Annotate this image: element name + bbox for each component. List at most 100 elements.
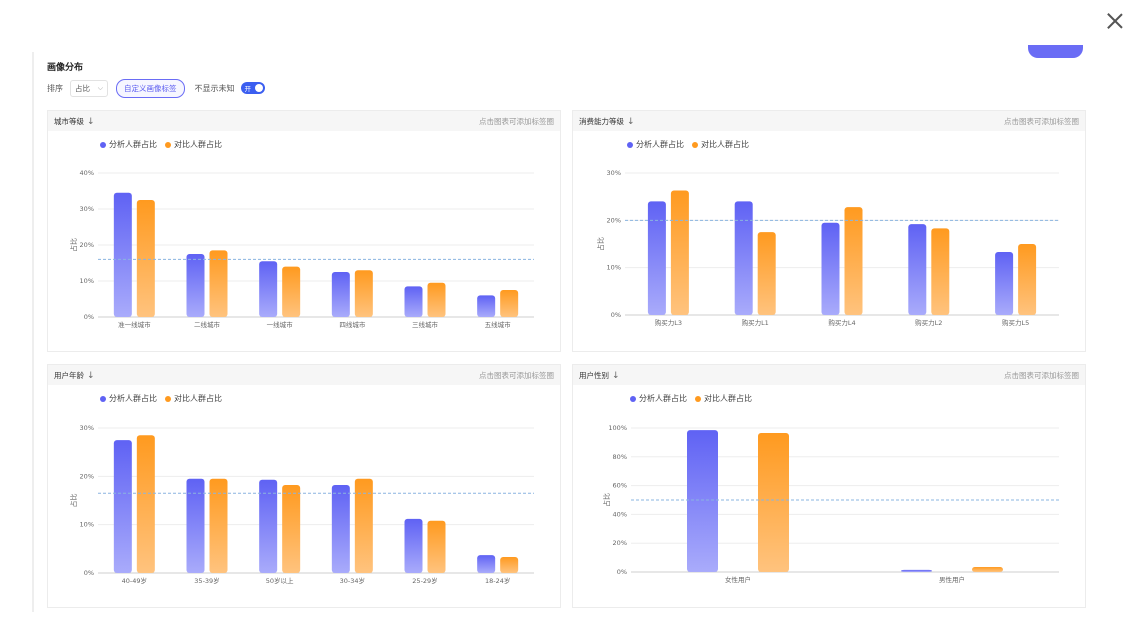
bar-analysis[interactable] xyxy=(113,440,132,573)
bar-compare[interactable] xyxy=(209,478,228,573)
y-tick-label: 20% xyxy=(80,241,94,249)
chart-panel-purchasing-power[interactable]: 消费能力等级 ↓ 点击图表可添加标签圈 分析人群占比 对比人群占比 0% 10% 20% 30%… xyxy=(572,110,1086,352)
bar-analysis[interactable] xyxy=(404,286,423,317)
bar-analysis[interactable] xyxy=(908,224,927,315)
legend-item[interactable]: 分析人群占比 xyxy=(630,393,687,404)
bar-analysis[interactable] xyxy=(901,569,932,572)
bar-compare[interactable] xyxy=(931,228,950,315)
panel-hint: 点击图表可添加标签圈 xyxy=(1004,370,1079,380)
bar-analysis[interactable] xyxy=(734,201,753,315)
legend-item[interactable]: 分析人群占比 xyxy=(100,139,157,150)
bar-analysis[interactable] xyxy=(331,272,350,317)
legend-item[interactable]: 分析人群占比 xyxy=(100,393,157,404)
bar-analysis[interactable] xyxy=(113,192,132,317)
bar-compare[interactable] xyxy=(500,557,519,573)
y-tick-label: 0% xyxy=(617,568,627,576)
legend-label: 分析人群占比 xyxy=(109,394,157,403)
legend-item[interactable]: 对比人群占比 xyxy=(692,139,749,150)
toggle-text: 开 xyxy=(244,85,252,93)
legend-item[interactable]: 对比人群占比 xyxy=(165,393,222,404)
bar-analysis[interactable] xyxy=(647,201,666,315)
y-tick-label: 30% xyxy=(80,424,94,432)
sort-label: 排序 xyxy=(47,83,63,93)
x-tick-label: 30-34岁 xyxy=(340,576,365,585)
bar-analysis[interactable] xyxy=(259,261,278,317)
sort-down-arrow-icon[interactable]: ↓ xyxy=(87,370,95,381)
bar-analysis[interactable] xyxy=(821,222,840,315)
bar-compare[interactable] xyxy=(209,250,228,317)
bar-compare[interactable] xyxy=(1018,244,1037,315)
legend-swatch xyxy=(627,141,633,148)
chart-panel-age[interactable]: 用户年龄 ↓ 点击图表可添加标签圈 分析人群占比 对比人群占比 0% 10% 20% 30% 占比… xyxy=(47,364,561,608)
legend-label: 对比人群占比 xyxy=(704,394,752,403)
legend-label: 对比人群占比 xyxy=(174,394,222,403)
bar-compare[interactable] xyxy=(282,485,301,573)
panel-title: 用户性别 ↓ xyxy=(579,370,620,381)
bar-analysis[interactable] xyxy=(186,254,205,317)
bar-analysis[interactable] xyxy=(186,478,205,573)
y-axis-label: 占比 xyxy=(69,238,78,252)
bar-compare[interactable] xyxy=(427,282,446,317)
panel-header: 城市等级 ↓ 点击图表可添加标签圈 xyxy=(48,111,560,131)
bar-compare[interactable] xyxy=(354,478,373,573)
bar-analysis[interactable] xyxy=(259,479,278,573)
x-tick-label: 购买力L5 xyxy=(1002,318,1029,327)
chart-svg: 0% 10% 20% 30% 占比 40-49岁 35-39岁 50岁以上 30-34岁 25-2… xyxy=(69,424,534,585)
sort-select[interactable]: 占比 ⌵ xyxy=(70,79,108,97)
panel-title: 城市等级 ↓ xyxy=(54,116,95,127)
bar-compare[interactable] xyxy=(972,566,1003,572)
chart-legend: 分析人群占比 对比人群占比 xyxy=(100,393,230,404)
x-tick-label: 购买力L2 xyxy=(915,318,942,327)
bar-analysis[interactable] xyxy=(687,430,718,572)
top-action-button[interactable] xyxy=(1028,45,1083,58)
x-tick-label: 25-29岁 xyxy=(412,576,437,585)
bar-compare[interactable] xyxy=(136,200,155,317)
legend-swatch xyxy=(695,395,701,402)
chart-legend: 分析人群占比 对比人群占比 xyxy=(100,139,230,150)
bar-compare[interactable] xyxy=(354,270,373,317)
close-icon[interactable] xyxy=(1104,10,1126,32)
x-tick-label: 18-24岁 xyxy=(485,576,510,585)
bar-analysis[interactable] xyxy=(477,295,496,317)
sort-down-arrow-icon[interactable]: ↓ xyxy=(87,116,95,127)
y-tick-label: 10% xyxy=(607,264,621,272)
bar-analysis[interactable] xyxy=(995,252,1014,315)
legend-item[interactable]: 对比人群占比 xyxy=(695,393,752,404)
x-tick-label: 购买力L3 xyxy=(655,318,682,327)
y-tick-label: 60% xyxy=(613,482,627,490)
bar-compare[interactable] xyxy=(844,207,863,315)
bar-analysis[interactable] xyxy=(331,485,350,573)
legend-swatch xyxy=(100,141,106,148)
custom-tag-button[interactable]: 自定义画像标签 xyxy=(116,78,185,98)
x-tick-label: 购买力L4 xyxy=(828,318,855,327)
y-tick-label: 10% xyxy=(80,277,94,285)
bar-compare[interactable] xyxy=(758,433,789,572)
bar-compare[interactable] xyxy=(500,290,519,317)
y-tick-label: 20% xyxy=(613,539,627,547)
legend-item[interactable]: 对比人群占比 xyxy=(165,139,222,150)
bar-analysis[interactable] xyxy=(477,555,496,573)
x-tick-label: 二线城市 xyxy=(194,320,221,329)
sort-down-arrow-icon[interactable]: ↓ xyxy=(612,370,620,381)
bar-compare[interactable] xyxy=(282,266,301,317)
bar-compare[interactable] xyxy=(427,520,446,573)
y-axis-label: 占比 xyxy=(602,493,611,507)
bar-analysis[interactable] xyxy=(404,518,423,573)
hide-unknown-toggle[interactable]: 开 xyxy=(240,82,265,94)
x-tick-label: 准一线城市 xyxy=(118,320,151,329)
panel-header: 消费能力等级 ↓ 点击图表可添加标签圈 xyxy=(573,111,1085,131)
chart-panel-city-tier[interactable]: 城市等级 ↓ 点击图表可添加标签圈 分析人群占比 对比人群占比 0% 10% 20% 30% 40… xyxy=(47,110,561,352)
chart-panel-gender[interactable]: 用户性别 ↓ 点击图表可添加标签圈 分析人群占比 对比人群占比 0% 20% 40% 60% 80… xyxy=(572,364,1086,608)
page-title: 画像分布 xyxy=(47,63,84,73)
sort-down-arrow-icon[interactable]: ↓ xyxy=(627,116,635,127)
toolbar: 排序 占比 ⌵ 自定义画像标签 不显示未知 开 xyxy=(47,78,265,98)
hide-unknown-label: 不显示未知 xyxy=(194,83,235,93)
bar-compare[interactable] xyxy=(136,435,155,573)
legend-item[interactable]: 分析人群占比 xyxy=(627,139,684,150)
bar-compare[interactable] xyxy=(757,232,776,315)
legend-label: 对比人群占比 xyxy=(701,140,749,149)
x-tick-label: 35-39岁 xyxy=(194,576,219,585)
bar-compare[interactable] xyxy=(670,190,689,315)
